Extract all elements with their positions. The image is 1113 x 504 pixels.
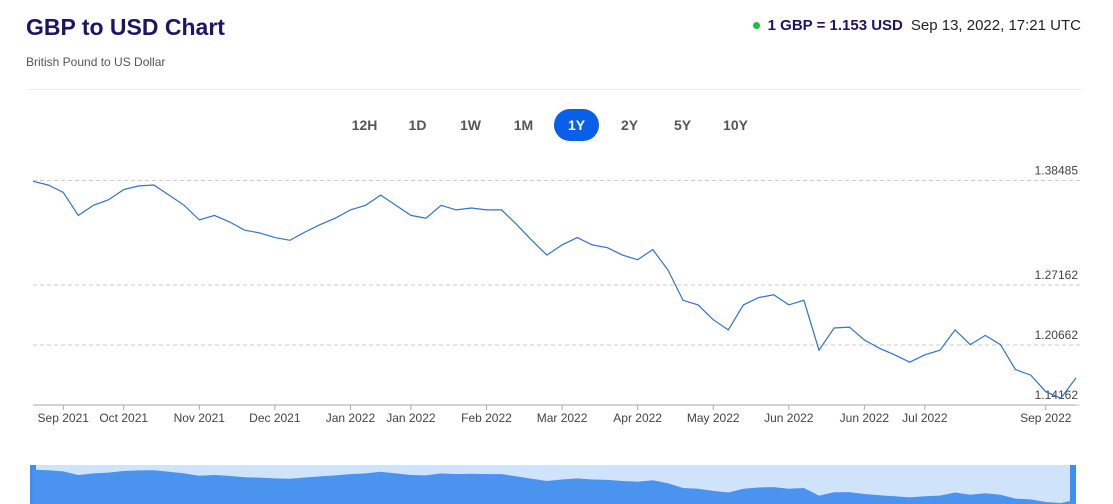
x-tick-label: Apr 2022 bbox=[613, 411, 662, 425]
range-button[interactable]: 10Y bbox=[723, 117, 748, 133]
range-button[interactable]: 12H bbox=[351, 117, 378, 133]
x-tick-label: Sep 2022 bbox=[1020, 411, 1072, 425]
y-tick-label: 1.38485 bbox=[1035, 163, 1079, 177]
range-button[interactable]: 2Y bbox=[620, 117, 639, 133]
y-tick-label: 1.14162 bbox=[1035, 388, 1079, 402]
x-tick-label: Jul 2022 bbox=[902, 411, 948, 425]
x-tick-label: Nov 2021 bbox=[174, 411, 226, 425]
live-dot bbox=[752, 22, 760, 29]
navigator-area bbox=[33, 469, 1076, 504]
page-title: GBP to USD Chart bbox=[26, 14, 225, 40]
price-line bbox=[32, 180, 1077, 399]
rate-value: 1 GBP = 1.153 USD bbox=[767, 17, 903, 34]
rate-info: 1 GBP = 1.153 USD Sep 13, 2022, 17:21 UT… bbox=[752, 17, 1081, 34]
x-tick-label: Mar 2022 bbox=[537, 411, 588, 425]
x-tick-label: Jan 2022 bbox=[386, 411, 436, 425]
range-button[interactable]: 1W bbox=[460, 117, 481, 133]
timestamp: Sep 13, 2022, 17:21 UTC bbox=[910, 17, 1081, 34]
range-button[interactable]: 1D bbox=[408, 117, 427, 133]
x-tick-label: Oct 2021 bbox=[99, 411, 148, 425]
x-tick-label: Feb 2022 bbox=[461, 411, 512, 425]
y-tick-label: 1.27162 bbox=[1035, 268, 1079, 282]
range-button[interactable]: 1Y bbox=[554, 109, 599, 141]
navigator-handle[interactable] bbox=[1070, 465, 1076, 504]
x-tick-label: Dec 2021 bbox=[249, 411, 301, 425]
x-tick-label: Sep 2021 bbox=[38, 411, 90, 425]
y-tick-label: 1.20662 bbox=[1035, 328, 1079, 342]
range-button[interactable]: 5Y bbox=[673, 117, 692, 133]
page-subtitle: British Pound to US Dollar bbox=[26, 55, 166, 69]
range-button[interactable]: 1M bbox=[513, 117, 534, 133]
x-tick-label: Jun 2022 bbox=[840, 411, 890, 425]
x-tick-label: Jun 2022 bbox=[764, 411, 814, 425]
x-tick-label: May 2022 bbox=[687, 411, 740, 425]
range-selector: 12H 1D 1W 1M 1Y 2Y 5Y 10Y bbox=[342, 109, 758, 141]
separator bbox=[26, 89, 1081, 90]
x-tick-label: Jan 2022 bbox=[326, 411, 376, 425]
